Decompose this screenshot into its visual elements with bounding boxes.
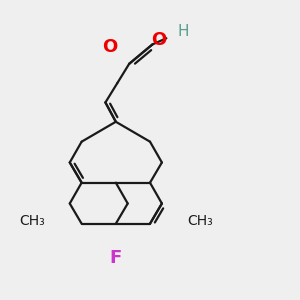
Text: CH₃: CH₃: [20, 214, 45, 228]
Text: H: H: [177, 24, 189, 39]
Text: CH₃: CH₃: [187, 214, 213, 228]
Text: O: O: [102, 38, 118, 56]
Text: F: F: [110, 249, 122, 267]
Text: O: O: [151, 31, 166, 49]
